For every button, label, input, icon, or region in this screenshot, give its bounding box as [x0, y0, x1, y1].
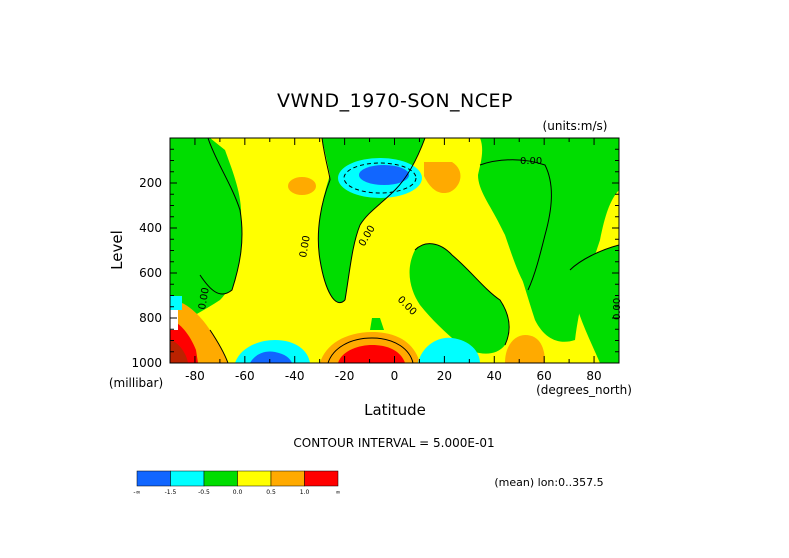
darkred-core-left-edge: [170, 340, 188, 363]
legend-swatch: [304, 470, 339, 487]
x-tick-label: 40: [487, 369, 502, 383]
x-tick-label: -80: [185, 369, 205, 383]
cyan-patch-left-edge: [170, 296, 182, 310]
green-region-right-lower: [570, 245, 619, 363]
x-tick-label: -40: [285, 369, 305, 383]
contour-label-left: 0.00: [298, 235, 313, 259]
y-tick-label: 800: [139, 311, 162, 325]
y-units-label: (millibar): [109, 376, 163, 390]
x-tick-label: -60: [235, 369, 255, 383]
x-tick-label: -20: [335, 369, 355, 383]
blue-core-upper: [359, 165, 409, 185]
x-tick-label: 60: [537, 369, 552, 383]
cyan-region-lower-left: [235, 340, 310, 363]
orange-region-lower-right: [505, 335, 545, 363]
contour-interval-text: CONTOUR INTERVAL = 5.000E-01: [293, 436, 494, 450]
x-axis-label: Latitude: [364, 401, 426, 419]
legend-tick-label: -∞: [133, 489, 140, 496]
contour-label-upper-right: 0.00: [520, 156, 542, 167]
white-gap-left-edge: [170, 310, 178, 330]
contour-lines: [199, 137, 620, 364]
y-tick-label: 200: [139, 176, 162, 190]
contour-label-right-edge: 0.00: [612, 298, 623, 320]
legend-swatch: [237, 470, 272, 487]
legend-swatch: [203, 470, 238, 487]
dashed-contour-upper: [343, 162, 417, 194]
y-tick-labels: 200 400 600 800 1000: [131, 176, 162, 370]
legend-tick-label: 0.5: [266, 489, 276, 496]
green-band-left: [170, 138, 243, 295]
y-tick-label: 400: [139, 221, 162, 235]
green-band-mid: [409, 243, 510, 354]
x-units-label: (degrees_north): [536, 383, 632, 397]
legend-swatch: [170, 470, 205, 487]
orange-patch-upper-left: [288, 177, 316, 195]
legend-tick-label: -1.5: [165, 489, 177, 496]
units-label: (units:m/s): [543, 119, 608, 133]
chart-title: VWND_1970-SON_NCEP: [277, 90, 513, 112]
legend-tick-label: 1.0: [300, 489, 310, 496]
axis-ticks: [169, 138, 620, 364]
red-core-lower-center: [338, 345, 405, 363]
legend-swatch: [136, 470, 171, 487]
legend-tick-label: 0.0: [233, 489, 243, 496]
x-tick-labels: -80 -60 -40 -20 0 20 40 60 80: [185, 369, 602, 383]
green-spot-center: [370, 318, 384, 330]
green-band-right: [480, 159, 552, 290]
legend-tick-label: -0.5: [198, 489, 210, 496]
y-tick-label: 600: [139, 266, 162, 280]
x-tick-label: 0: [391, 369, 399, 383]
legend-swatch: [270, 470, 305, 487]
yellow-region-main: [170, 138, 619, 363]
y-axis-label: Level: [108, 230, 126, 270]
cyan-region-lower-mid: [418, 337, 480, 363]
x-tick-label: 20: [437, 369, 452, 383]
x-tick-label: 80: [586, 369, 601, 383]
y-tick-label: 1000: [131, 356, 162, 370]
orange-patch-upper-right: [424, 162, 461, 194]
mean-text: (mean) lon:0..357.5: [494, 476, 603, 489]
blue-core-lower-left: [250, 351, 292, 363]
plot-area: [170, 137, 620, 364]
contour-label-left-edge: 0.00: [197, 287, 212, 311]
contour-lower-center: [327, 337, 414, 364]
color-legend: -∞ -1.5 -0.5 0.0 0.5 1.0 ∞: [133, 470, 341, 496]
legend-tick-label: ∞: [336, 489, 341, 496]
